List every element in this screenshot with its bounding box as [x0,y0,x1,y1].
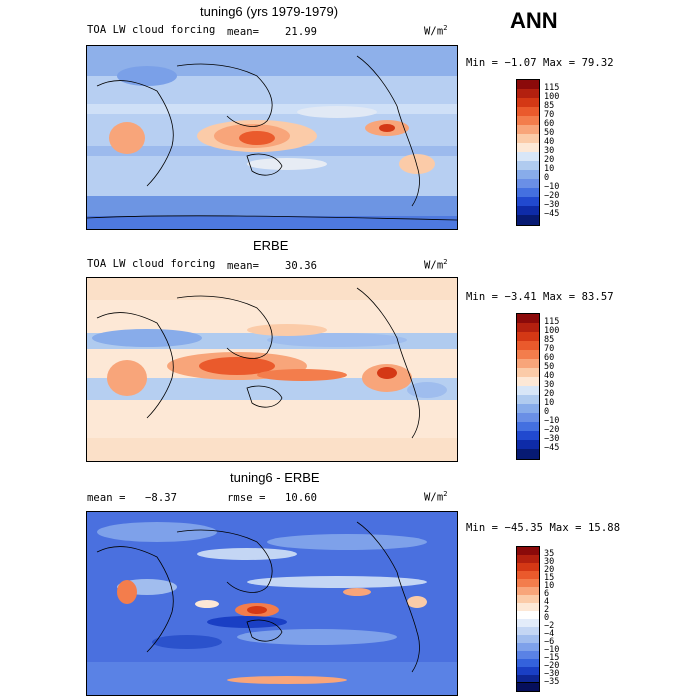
colorbar-tick-label: 2 [544,605,550,615]
map-diff [86,511,458,696]
panel-diff-title: tuning6 - ERBE [230,470,320,485]
colorbar-tick-label: 30 [544,380,555,390]
map-model-field [87,46,457,229]
panel-model-units: W/m2 [424,24,448,38]
colorbar-tick-label: 115 [544,317,560,327]
colorbar-tick-label: 70 [544,110,555,120]
colorbar-model [516,79,540,226]
colorbar-tick-label: −10 [544,416,560,426]
colorbar-tick-label: 0 [544,173,550,183]
panel-diff-units: W/m2 [424,490,448,504]
colorbar-tick-label: 30 [544,146,555,156]
colorbar-tick-label: 60 [544,119,555,129]
colorbar-swatch [517,215,539,225]
colorbar-swatch [517,675,539,683]
panel-obs-variable: TOA LW cloud forcing [87,258,216,270]
colorbar-tick-label: −10 [544,645,560,655]
colorbar-swatch [517,683,539,691]
colorbar-tick-label: 6 [544,589,550,599]
colorbar-tick-label: 0 [544,407,550,417]
colorbar-tick-label: −15 [544,653,560,663]
colorbar-tick-label: −20 [544,661,560,671]
panel-diff-rmse-value: 10.60 [285,492,318,504]
colorbar-tick-label: −10 [544,182,560,192]
panel-diff-mean-label: mean = [87,492,126,504]
panel-obs-units: W/m2 [424,258,448,272]
colorbar-tick-label: −45 [544,443,560,453]
season-label: ANN [510,8,558,33]
colorbar-tick-label: −35 [544,677,560,687]
panel-diff-rmse-label: rmse = [227,492,266,504]
colorbar-tick-label: 20 [544,565,555,575]
map-obs [86,277,458,462]
colorbar-tick-label: −2 [544,621,555,631]
panel-model-minmax: Min = −1.07 Max = 79.32 [466,57,614,69]
colorbar-tick-label: 85 [544,335,555,345]
panel-obs-mean-value: 30.36 [285,260,318,272]
colorbar-tick-label: −20 [544,425,560,435]
panel-model-variable: TOA LW cloud forcing [87,24,216,36]
colorbar-tick-label: 15 [544,573,555,583]
colorbar-swatch [517,449,539,459]
colorbar-obs-labels: 115 100 85 70 60 50 40 30 20 10 0 −10 −2… [544,318,584,458]
colorbar-tick-label: 50 [544,128,555,138]
colorbar-tick-label: −30 [544,200,560,210]
colorbar-tick-label: 100 [544,326,560,336]
panel-model-mean-value: 21.99 [285,26,318,38]
panel-diff-minmax: Min = −45.35 Max = 15.88 [466,522,621,534]
colorbar-tick-label: −4 [544,629,555,639]
colorbar-tick-label: −45 [544,209,560,219]
colorbar-tick-label: −20 [544,191,560,201]
colorbar-tick-label: 4 [544,597,550,607]
panel-obs-title: ERBE [253,238,289,253]
colorbar-tick-label: 100 [544,92,560,102]
colorbar-tick-label: 60 [544,353,555,363]
colorbar-diff [516,546,540,692]
colorbar-tick-label: 10 [544,581,555,591]
colorbar-tick-label: −6 [544,637,555,647]
colorbar-tick-label: 115 [544,83,560,93]
colorbar-model-labels: 115 100 85 70 60 50 40 30 20 10 0 −10 −2… [544,84,584,224]
colorbar-tick-label: −30 [544,669,560,679]
panel-diff-mean-value: −8.37 [145,492,178,504]
panel-model-title: tuning6 (yrs 1979-1979) [200,4,339,19]
colorbar-tick-label: 10 [544,164,555,174]
panel-obs-mean-label: mean= [227,260,260,272]
colorbar-diff-labels: 35 30 20 15 10 6 4 2 0 −2 −4 −6 −10 −15 … [544,550,584,690]
colorbar-tick-label: 85 [544,101,555,111]
panel-obs-minmax: Min = −3.41 Max = 83.57 [466,291,614,303]
map-diff-field [87,512,457,695]
panel-model-mean-label: mean= [227,26,260,38]
colorbar-tick-label: 50 [544,362,555,372]
colorbar-tick-label: 40 [544,137,555,147]
colorbar-tick-label: 70 [544,344,555,354]
colorbar-tick-label: 10 [544,398,555,408]
colorbar-obs [516,313,540,460]
map-model [86,45,458,230]
colorbar-tick-label: 30 [544,557,555,567]
map-obs-field [87,278,457,461]
colorbar-tick-label: −30 [544,434,560,444]
colorbar-tick-label: 0 [544,613,550,623]
colorbar-tick-label: 20 [544,389,555,399]
colorbar-tick-label: 35 [544,549,555,559]
colorbar-tick-label: 40 [544,371,555,381]
colorbar-tick-label: 20 [544,155,555,165]
